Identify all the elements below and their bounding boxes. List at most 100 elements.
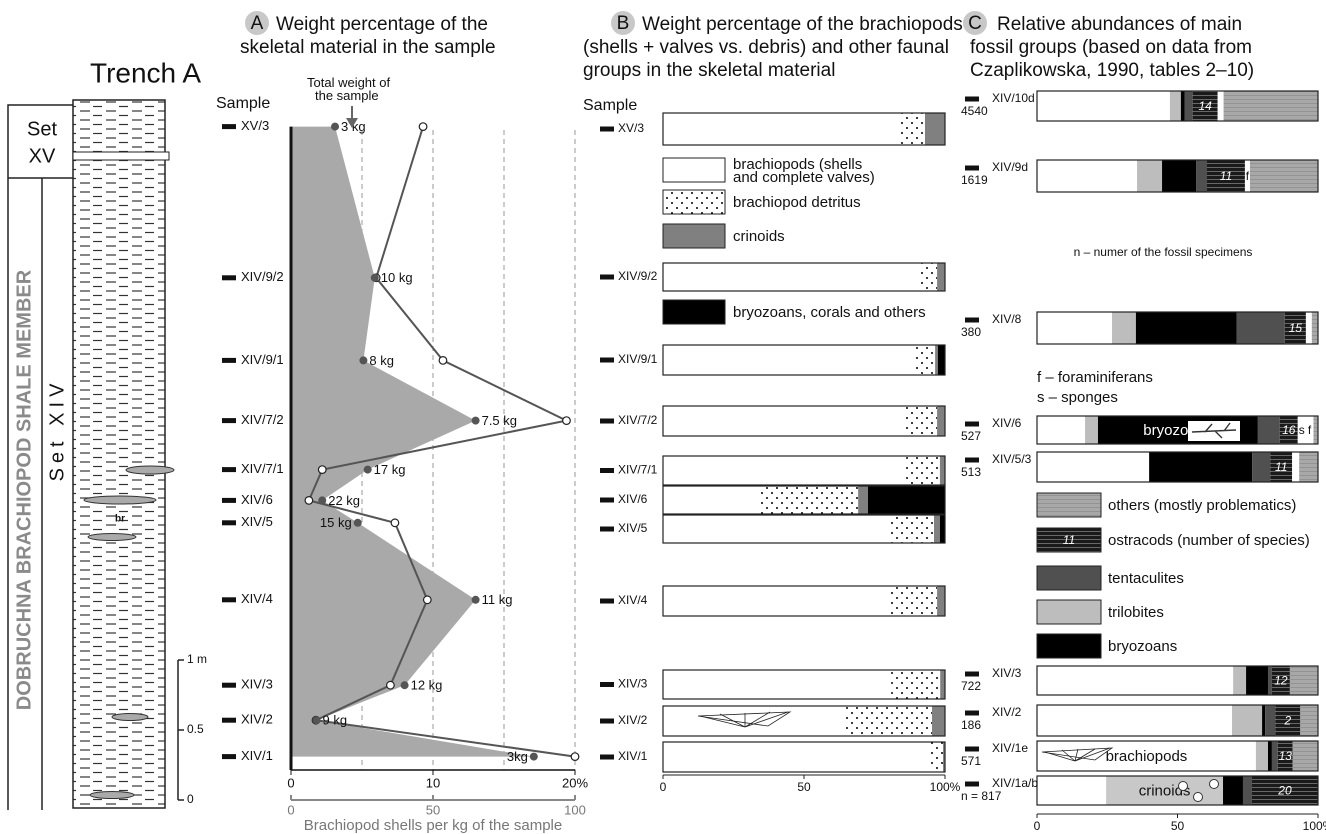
bar-segment xyxy=(899,113,925,145)
area xyxy=(291,127,534,757)
x-tick-label: 10 xyxy=(426,775,440,790)
sample-label: XIV/4 xyxy=(241,591,273,606)
bar-segment xyxy=(663,113,899,145)
sample-label: XIV/5 xyxy=(618,521,648,535)
bar-segment xyxy=(919,263,937,291)
sample-label: XIV/3 xyxy=(241,677,273,692)
x-tick-label: 0 xyxy=(660,780,667,794)
sample-marker xyxy=(222,520,236,525)
legend-label: brachiopod detritus xyxy=(733,194,861,211)
x-tick-label: 20% xyxy=(562,775,588,790)
column-body xyxy=(73,100,165,808)
sample-label: XIV/4 xyxy=(618,593,648,607)
sample-marker xyxy=(222,498,236,503)
bar-segment xyxy=(891,670,940,699)
set-label: XV xyxy=(29,145,56,167)
bar-segment xyxy=(1300,705,1318,736)
sample-label: XIV/1 xyxy=(618,749,648,763)
bar-segment xyxy=(1181,91,1185,121)
set-label: Set XIV xyxy=(46,379,68,482)
point xyxy=(439,357,447,365)
sample-marker xyxy=(222,683,236,688)
segment-label: s xyxy=(1299,423,1305,437)
sample-label: XIV/7/2 xyxy=(618,413,658,427)
sample-marker xyxy=(222,597,236,602)
legend-label: ostracods (number of species) xyxy=(1108,532,1310,549)
sample-label: XIV/2 xyxy=(618,713,648,727)
sample-marker xyxy=(965,458,979,463)
x-tick-label: 100% xyxy=(930,780,961,794)
bar-segment xyxy=(914,345,935,375)
weight-label: 9 kg xyxy=(323,713,348,728)
bar-segment xyxy=(925,113,945,145)
lens-label: br xyxy=(115,514,125,525)
bar-segment xyxy=(928,742,943,772)
bar-segment xyxy=(1112,312,1136,344)
sample-label: XIV/1e xyxy=(992,741,1028,755)
x2-axis-title: Brachiopod shells per kg of the sample xyxy=(304,817,562,834)
bar-segment xyxy=(1037,705,1232,736)
x2-tick-label: 100 xyxy=(564,802,586,817)
legend-label: crinoids xyxy=(733,228,785,245)
bar-segment xyxy=(932,706,945,736)
point xyxy=(401,681,409,689)
bar-segment xyxy=(1170,91,1181,121)
point xyxy=(313,716,321,724)
legend-swatch xyxy=(1037,493,1101,517)
scale-label: 0.5 xyxy=(187,722,204,736)
sample-label: XIV/7/1 xyxy=(618,463,658,477)
panel-title: Weight percentage of the brachiopods(she… xyxy=(583,14,963,81)
bar-segment xyxy=(1265,705,1275,736)
bar-segment xyxy=(1246,666,1268,695)
sample-marker xyxy=(965,672,979,677)
bar-segment xyxy=(940,456,945,485)
weight-label: 22 kg xyxy=(328,493,360,508)
count-label: 513 xyxy=(961,465,981,479)
legend-label: others (mostly problematics) xyxy=(1108,497,1296,514)
bar-segment xyxy=(1314,416,1318,444)
count-label: 186 xyxy=(961,718,981,732)
bar-segment xyxy=(1185,91,1193,121)
segment-label: 2 xyxy=(1283,714,1291,728)
sample-label: XIV/7/1 xyxy=(241,461,284,476)
sample-marker xyxy=(600,719,614,724)
weight-label: 10 kg xyxy=(381,270,413,285)
lens xyxy=(88,534,136,541)
sample-marker xyxy=(222,718,236,723)
figure: Trench A Set XV Set XIV DOBRUCHNA BRACHI… xyxy=(0,0,1326,834)
segment-label: 11 xyxy=(1275,460,1287,474)
sample-marker xyxy=(965,782,979,787)
bar-segment xyxy=(1299,452,1318,482)
count-label: 1619 xyxy=(961,173,988,187)
point xyxy=(424,596,432,604)
bar-segment xyxy=(1243,776,1252,805)
bar-segment xyxy=(663,742,928,772)
lens xyxy=(84,496,156,504)
count-label: 722 xyxy=(961,679,981,693)
sample-marker xyxy=(222,467,236,472)
bar-segment xyxy=(1037,776,1106,805)
point xyxy=(318,466,326,474)
bar-segment xyxy=(1256,741,1268,771)
sample-marker xyxy=(965,747,979,752)
bar-segment xyxy=(663,486,760,514)
bar-segment xyxy=(1292,452,1299,482)
sample-label: XIV/6 xyxy=(618,492,648,506)
sample-label: XIV/8 xyxy=(992,312,1022,326)
bar-segment xyxy=(1268,666,1272,695)
bar-segment xyxy=(1252,452,1270,482)
sample-label: XIV/9/1 xyxy=(241,352,284,367)
bar-segment xyxy=(663,345,914,375)
point xyxy=(305,497,313,505)
bar-segment xyxy=(1223,776,1243,805)
bar-segment xyxy=(1258,416,1280,444)
sample-marker xyxy=(965,318,979,323)
bar-segment xyxy=(663,456,906,485)
sample-marker xyxy=(965,97,979,102)
sample-marker xyxy=(600,682,614,687)
weight-label: 12 kg xyxy=(411,678,443,693)
count-label: n = 817 xyxy=(961,789,1002,803)
sample-label: XIV/5 xyxy=(241,514,273,529)
sample-label: XIV/1a/b xyxy=(992,776,1038,790)
bar-segment xyxy=(1224,91,1318,121)
